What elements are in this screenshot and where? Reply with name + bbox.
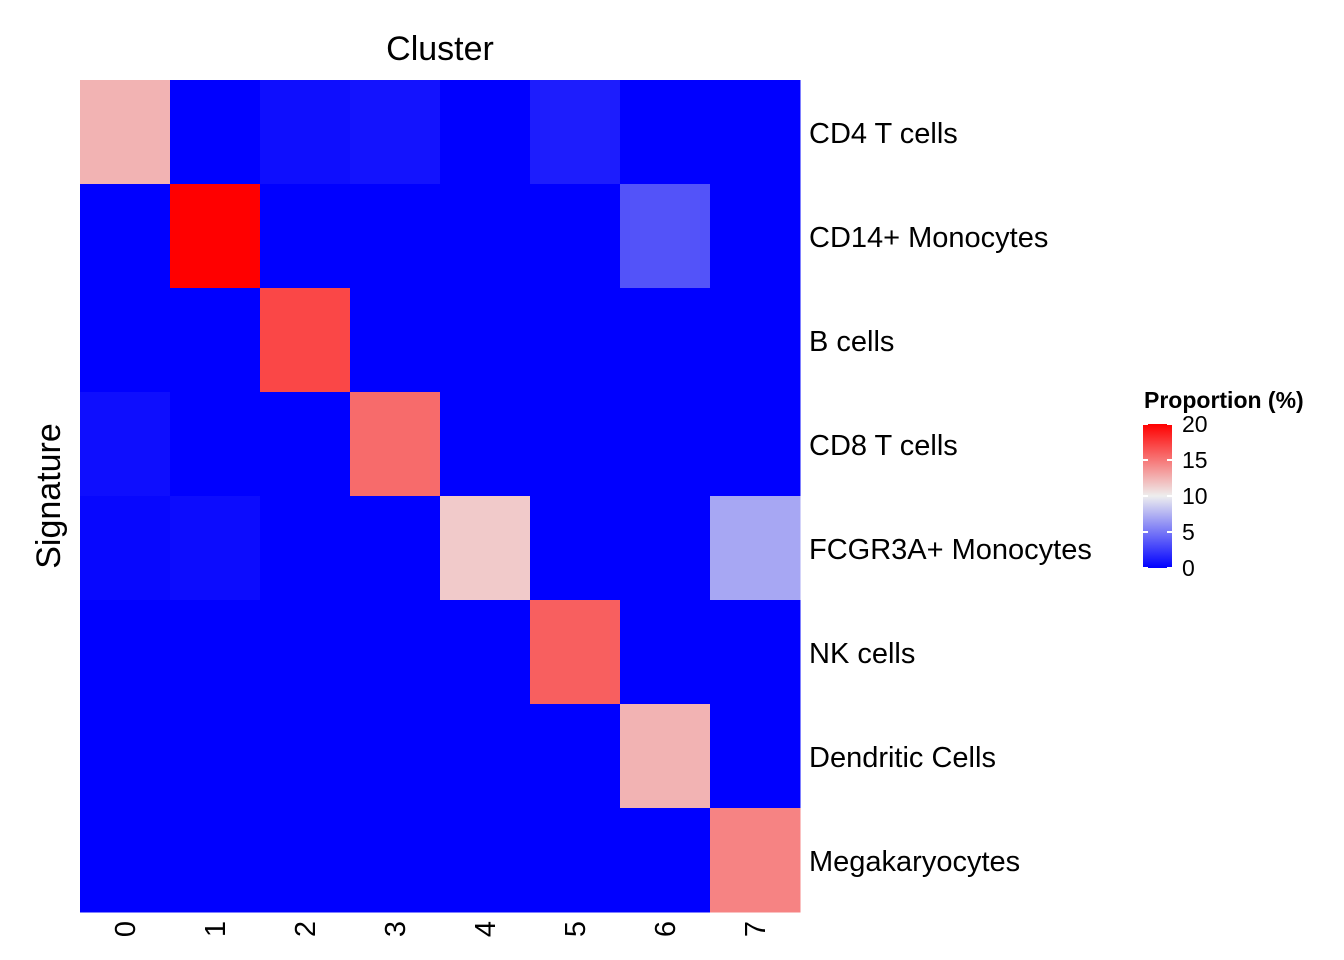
heatmap-cells <box>80 80 801 913</box>
heatmap-cell <box>620 600 711 705</box>
heatmap-cell <box>440 392 531 497</box>
heatmap-cell <box>80 80 171 185</box>
heatmap-cell <box>440 808 531 913</box>
legend: Proportion (%) 20 15 10 5 0 <box>1143 387 1304 581</box>
heatmap-cell <box>80 600 171 705</box>
heatmap-cell <box>80 704 171 809</box>
heatmap-cell <box>260 496 351 601</box>
heatmap-cell <box>440 496 531 601</box>
column-label: 7 <box>740 921 772 937</box>
heatmap-cell <box>710 496 801 601</box>
heatmap-cell <box>710 600 801 705</box>
row-label: FCGR3A+ Monocytes <box>809 534 1092 566</box>
heatmap-cell <box>170 288 261 393</box>
heatmap-cell <box>350 600 441 705</box>
heatmap-cell <box>530 392 621 497</box>
column-label: 1 <box>200 921 232 937</box>
heatmap-cell <box>170 80 261 185</box>
heatmap-cell <box>440 600 531 705</box>
column-label: 0 <box>110 921 142 937</box>
heatmap-cell <box>350 496 441 601</box>
heatmap-cell <box>710 184 801 289</box>
row-label: B cells <box>809 326 894 358</box>
heatmap-cell <box>620 392 711 497</box>
heatmap-cell <box>350 288 441 393</box>
heatmap-cell <box>170 392 261 497</box>
heatmap-cell <box>710 80 801 185</box>
column-label: 6 <box>650 921 682 937</box>
legend-tick-label: 10 <box>1182 483 1208 509</box>
legend-tick-label: 0 <box>1182 555 1195 581</box>
legend-tick-label: 15 <box>1182 447 1208 473</box>
heatmap-cell <box>350 392 441 497</box>
heatmap-cell <box>440 704 531 809</box>
legend-ticks: 20 15 10 5 0 <box>1143 411 1208 581</box>
heatmap-cell <box>350 80 441 185</box>
heatmap-cell <box>170 704 261 809</box>
row-label: CD4 T cells <box>809 118 958 150</box>
y-axis-title: Signature <box>30 423 68 569</box>
row-label: Dendritic Cells <box>809 742 996 774</box>
heatmap-cell <box>620 704 711 809</box>
heatmap-cell <box>530 288 621 393</box>
row-label: CD14+ Monocytes <box>809 222 1048 254</box>
heatmap-cell <box>170 496 261 601</box>
heatmap-cell <box>530 184 621 289</box>
heatmap-cell <box>260 80 351 185</box>
heatmap-cell <box>260 288 351 393</box>
heatmap-cell <box>440 288 531 393</box>
heatmap-cell <box>710 288 801 393</box>
heatmap-cell <box>260 184 351 289</box>
row-labels: CD4 T cells CD14+ Monocytes B cells CD8 T c… <box>809 118 1092 878</box>
column-label: 2 <box>290 921 322 937</box>
legend-tick-label: 5 <box>1182 519 1195 545</box>
heatmap-cell <box>170 600 261 705</box>
heatmap-cell <box>440 80 531 185</box>
heatmap-cell <box>350 808 441 913</box>
column-label: 4 <box>470 921 502 937</box>
row-label: Megakaryocytes <box>809 846 1020 878</box>
heatmap-cell <box>260 808 351 913</box>
heatmap-cell <box>80 288 171 393</box>
heatmap-cell <box>530 704 621 809</box>
heatmap-cell <box>350 184 441 289</box>
heatmap-cell <box>170 184 261 289</box>
heatmap-cell <box>620 80 711 185</box>
heatmap-cell <box>80 808 171 913</box>
heatmap-cell <box>80 496 171 601</box>
heatmap-cell <box>710 808 801 913</box>
heatmap-cell <box>710 392 801 497</box>
heatmap-cell <box>80 184 171 289</box>
heatmap-cell <box>710 704 801 809</box>
legend-tick-label: 20 <box>1182 411 1208 437</box>
column-label: 5 <box>560 921 592 937</box>
heatmap-cell <box>530 600 621 705</box>
heatmap-cell <box>260 392 351 497</box>
row-label: NK cells <box>809 638 915 670</box>
heatmap-cell <box>260 600 351 705</box>
heatmap-cell <box>620 184 711 289</box>
heatmap-cell <box>80 392 171 497</box>
heatmap-cell <box>530 80 621 185</box>
heatmap-cell <box>260 704 351 809</box>
chart-title: Cluster <box>386 30 494 68</box>
heatmap-cell <box>620 288 711 393</box>
column-labels: 0 1 2 3 4 5 6 7 <box>110 921 772 937</box>
heatmap-cell <box>170 808 261 913</box>
legend-title: Proportion (%) <box>1144 387 1304 413</box>
heatmap-cell <box>620 808 711 913</box>
heatmap-cell <box>440 184 531 289</box>
heatmap-cell <box>350 704 441 809</box>
heatmap-cell <box>620 496 711 601</box>
row-label: CD8 T cells <box>809 430 958 462</box>
heatmap-cell <box>530 496 621 601</box>
heatmap-cell <box>530 808 621 913</box>
column-label: 3 <box>380 921 412 937</box>
